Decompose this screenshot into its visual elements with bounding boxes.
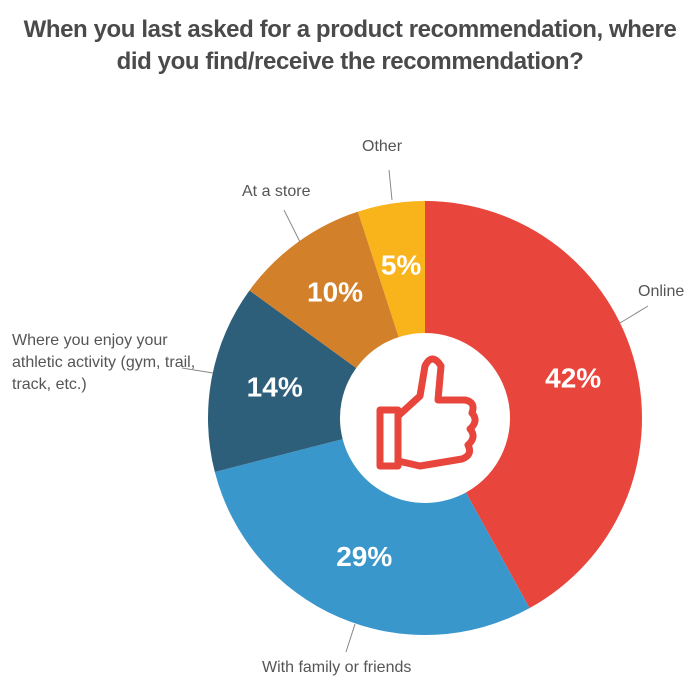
category-label: With family or friends — [262, 659, 412, 676]
slice — [214, 439, 530, 635]
thumbs-up-icon — [376, 355, 479, 470]
category-label: Where you enjoy your athletic activity (… — [12, 332, 196, 393]
slice — [208, 290, 357, 472]
category-label: At a store — [242, 183, 311, 200]
leader-line — [283, 209, 301, 243]
value-label: 42% — [545, 362, 601, 393]
value-label: 29% — [336, 541, 392, 572]
chart-title: When you last asked for a product recomm… — [23, 16, 677, 75]
category-label: Other — [362, 138, 403, 155]
value-label: 10% — [307, 277, 363, 308]
slice — [249, 211, 399, 369]
slice — [357, 201, 425, 338]
leader-line — [345, 623, 356, 653]
category-label: Online — [638, 283, 685, 300]
leader-line — [619, 305, 649, 324]
leader-line — [181, 367, 214, 374]
slice — [425, 201, 643, 609]
value-label: 5% — [381, 249, 422, 280]
value-label: 14% — [247, 372, 303, 403]
leader-line — [388, 169, 393, 201]
